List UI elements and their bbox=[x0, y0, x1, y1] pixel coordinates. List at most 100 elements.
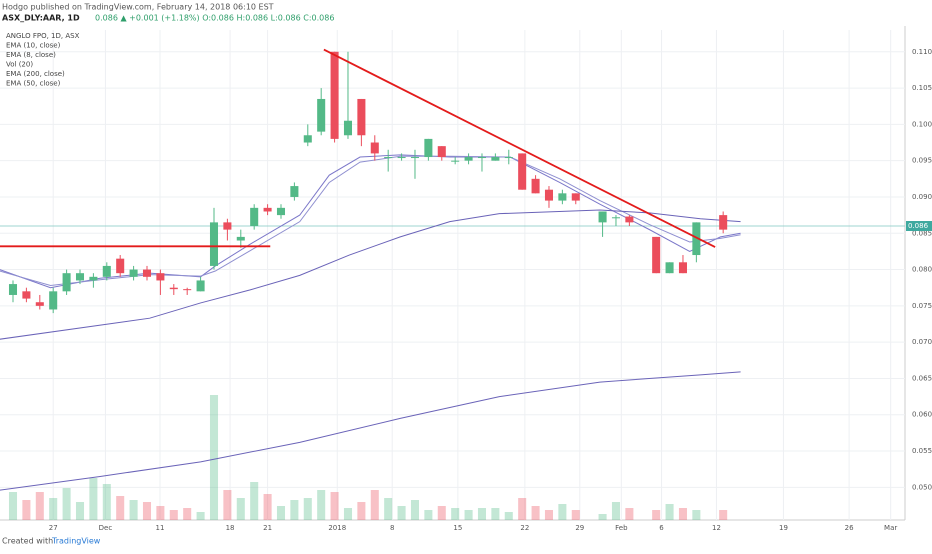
candle-body bbox=[598, 211, 607, 223]
x-tick-label: 26 bbox=[845, 524, 854, 532]
volume-bar bbox=[504, 512, 513, 520]
symbol: ASX_DLY:AAR, 1D bbox=[2, 14, 80, 23]
y-tick-label: 0.050 bbox=[912, 483, 932, 491]
candle-body bbox=[263, 207, 272, 212]
volume-bar bbox=[330, 492, 339, 520]
candle-body bbox=[611, 217, 620, 219]
ema-line bbox=[0, 371, 741, 491]
volume-bar bbox=[477, 508, 486, 520]
candle-body bbox=[156, 273, 165, 281]
x-tick-label: 11 bbox=[156, 524, 165, 532]
volume-bar bbox=[276, 506, 286, 520]
publisher: Hodgo published on TradingView.com, Febr… bbox=[2, 3, 274, 12]
x-tick-label: 21 bbox=[263, 524, 272, 532]
volume-bar bbox=[250, 482, 259, 520]
candle-body bbox=[223, 222, 232, 230]
volume-bar bbox=[196, 512, 205, 520]
y-tick-label: 0.065 bbox=[912, 374, 932, 382]
candle-body bbox=[451, 160, 460, 162]
candle-body bbox=[558, 193, 567, 201]
volume-bar bbox=[544, 510, 553, 520]
volume-bar bbox=[558, 504, 567, 520]
candle-body bbox=[142, 269, 152, 277]
volume-bar bbox=[89, 478, 98, 520]
candle-body bbox=[62, 273, 71, 292]
volume-bar bbox=[343, 508, 353, 520]
candle-body bbox=[464, 157, 473, 161]
quote: 0.086 ▲ +0.001 (+1.18%) O:0.086 H:0.086 … bbox=[95, 14, 334, 23]
candle-body bbox=[397, 157, 406, 159]
volume-bar bbox=[129, 500, 138, 520]
volume-bar bbox=[571, 510, 580, 520]
volume-bar bbox=[357, 502, 366, 520]
x-tick-label: 27 bbox=[49, 524, 58, 532]
y-tick-label: 0.055 bbox=[912, 447, 932, 455]
volume-bar bbox=[263, 494, 272, 520]
candle-body bbox=[491, 157, 500, 161]
volume-bar bbox=[303, 498, 312, 520]
x-tick-label: Mar bbox=[884, 524, 897, 532]
volume-bar bbox=[8, 492, 18, 520]
volume-bar bbox=[62, 488, 71, 520]
candle-body bbox=[89, 276, 98, 281]
volume-bar bbox=[451, 508, 460, 520]
candle-body bbox=[477, 157, 486, 159]
y-tick-label: 0.090 bbox=[912, 193, 932, 201]
candle-body bbox=[35, 302, 44, 306]
candle-body bbox=[102, 265, 111, 277]
volume-bar bbox=[678, 508, 687, 520]
volume-bar bbox=[236, 498, 245, 520]
x-tick-label: 12 bbox=[712, 524, 721, 532]
legend-entry: EMA (10, close) bbox=[6, 42, 61, 50]
y-tick-label: 0.075 bbox=[912, 302, 932, 310]
volume-bar bbox=[652, 510, 661, 520]
candle-body bbox=[652, 236, 661, 274]
candle-body bbox=[169, 287, 178, 290]
candle-body bbox=[370, 142, 379, 154]
y-tick-label: 0.105 bbox=[912, 84, 932, 92]
x-tick-label: 18 bbox=[226, 524, 235, 532]
volume-bar bbox=[410, 500, 420, 520]
trendline bbox=[323, 48, 716, 248]
footer-brand: TradingView bbox=[51, 537, 101, 546]
candle-body bbox=[719, 215, 728, 230]
x-tick-label: 6 bbox=[659, 524, 664, 532]
candle-body bbox=[544, 189, 553, 201]
candle-body bbox=[116, 258, 125, 274]
volume-bar bbox=[625, 508, 634, 520]
volume-bar bbox=[611, 502, 620, 520]
volume-bar bbox=[464, 510, 473, 520]
last-price-label: 0.086 bbox=[908, 222, 929, 230]
candle-body bbox=[8, 284, 18, 295]
legend-entry: EMA (200, close) bbox=[6, 70, 65, 78]
x-tick-label: 19 bbox=[779, 524, 788, 532]
candle-body bbox=[22, 291, 31, 299]
candle-body bbox=[343, 120, 353, 136]
y-tick-label: 0.085 bbox=[912, 229, 932, 237]
volume-bar bbox=[169, 510, 178, 520]
volume-bar bbox=[102, 484, 111, 520]
candle-body bbox=[665, 262, 674, 274]
volume-bar bbox=[142, 502, 152, 520]
volume-bar bbox=[116, 496, 125, 520]
candle-body bbox=[250, 207, 259, 226]
candle-body bbox=[692, 222, 701, 256]
candle-body bbox=[290, 186, 299, 197]
candle-body bbox=[183, 289, 192, 291]
candle-body bbox=[209, 222, 219, 266]
candle-body bbox=[625, 216, 634, 223]
x-tick-label: 15 bbox=[453, 524, 462, 532]
legend-entry: ANGLO FPO, 1D, ASX bbox=[6, 32, 80, 40]
candle-body bbox=[330, 51, 339, 139]
candle-body bbox=[437, 146, 446, 158]
y-tick-label: 0.110 bbox=[912, 48, 932, 56]
candle-body bbox=[424, 138, 433, 158]
candle-body bbox=[196, 280, 205, 292]
legend-entry: EMA (8, close) bbox=[6, 51, 56, 59]
last-price-box bbox=[906, 221, 932, 231]
volume-bar bbox=[370, 490, 379, 520]
volume-bar bbox=[531, 506, 540, 520]
